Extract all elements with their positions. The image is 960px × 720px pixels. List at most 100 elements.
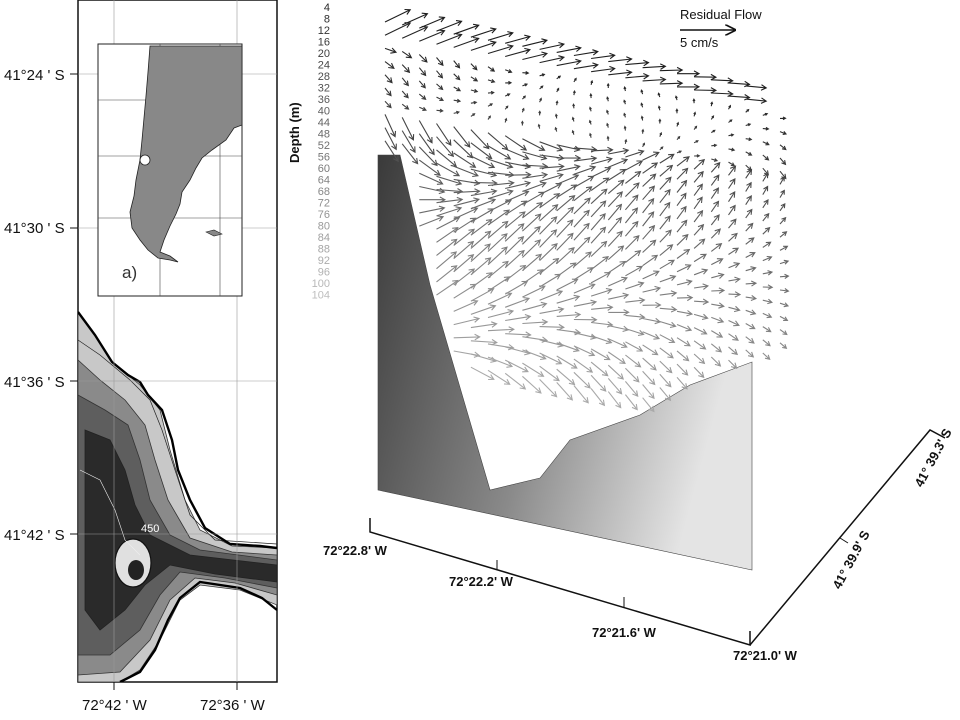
flow-vector <box>470 288 495 302</box>
depth-tick-label: 60 <box>318 163 330 175</box>
flow-vector <box>539 85 544 90</box>
flow-vector <box>762 112 769 116</box>
contour-line <box>78 339 277 545</box>
flow-vector <box>676 279 693 286</box>
flow-vector <box>436 123 452 147</box>
flow-vector <box>436 175 463 186</box>
flow-vector <box>762 241 772 248</box>
flow-vector <box>487 31 514 41</box>
flow-vector <box>571 116 575 122</box>
flow-vector <box>745 280 758 287</box>
flow-vector <box>487 189 514 200</box>
flow-vector <box>745 208 753 219</box>
flow-vector <box>745 168 753 179</box>
depth-tick-label: 8 <box>324 14 330 26</box>
flow-vector <box>762 312 773 319</box>
flow-vector <box>745 123 752 127</box>
flow-vector <box>728 191 736 202</box>
depth-tick-labels: 4812162024283236404448525660646872768084… <box>312 2 330 302</box>
flow-vector <box>745 151 753 156</box>
flow-vector <box>607 364 625 380</box>
flow-vector <box>676 264 692 273</box>
flow-vector <box>538 110 542 116</box>
flow-vector <box>573 316 598 323</box>
flow-vector <box>657 105 661 111</box>
flow-vector <box>556 206 575 225</box>
flow-vector <box>573 209 590 228</box>
flow-vector <box>745 294 758 302</box>
flow-vector <box>745 108 750 113</box>
flow-vector <box>711 143 718 148</box>
flow-vector <box>710 356 722 367</box>
flow-vector <box>659 320 677 329</box>
flow-vector <box>419 215 445 227</box>
flow-vector <box>624 194 639 211</box>
flow-vector <box>590 272 612 284</box>
flow-vector <box>710 343 723 353</box>
legend-scale: 5 cm/s <box>680 35 719 50</box>
flow-vector <box>606 82 610 89</box>
flow-vector <box>521 107 525 113</box>
flow-vector <box>401 77 410 87</box>
flow-vector <box>418 120 433 144</box>
flow-vector <box>573 299 598 307</box>
flow-vector <box>539 290 564 301</box>
flow-vector <box>607 230 623 247</box>
depth-tick-label: 100 <box>312 278 330 290</box>
flow-vector <box>556 311 582 319</box>
flow-vector <box>659 373 672 388</box>
flow-vector <box>659 229 672 243</box>
flow-vector <box>779 116 787 121</box>
flow-vector <box>659 274 677 283</box>
coastline <box>78 311 277 550</box>
flow-vector <box>401 50 413 59</box>
flow-vector <box>728 247 740 255</box>
flow-vector <box>573 385 589 404</box>
flow-vector <box>470 257 492 276</box>
channel-section <box>377 154 753 571</box>
flow-vector <box>453 240 475 260</box>
flow-vector <box>779 329 788 336</box>
inset-label: a) <box>122 263 137 282</box>
depth-tick-label: 56 <box>318 152 330 164</box>
flow-vector <box>522 239 542 258</box>
flow-vector <box>659 360 673 374</box>
residual-flow-vectors <box>384 8 790 413</box>
flow-vector <box>453 350 481 358</box>
flow-vector <box>762 255 773 262</box>
flow-vector <box>710 242 723 252</box>
flow-vector <box>453 139 474 159</box>
flow-vector <box>779 288 790 294</box>
flow-vector <box>436 136 455 158</box>
depth-tick-label: 28 <box>318 71 330 83</box>
flow-vector <box>745 252 756 258</box>
flow-vector <box>505 80 513 85</box>
flow-vector <box>539 41 566 50</box>
flow-vector <box>487 309 515 319</box>
flow-vector <box>623 112 627 118</box>
flow-vector <box>384 74 393 84</box>
flow-vector <box>505 34 532 44</box>
flow-vector <box>556 328 582 336</box>
flow-vector <box>522 171 549 179</box>
depth-tick-label: 24 <box>318 60 330 72</box>
flow-vector <box>590 200 607 218</box>
depth-tick-label: 40 <box>318 106 330 118</box>
flow-vector <box>589 92 593 99</box>
flow-vector <box>504 69 513 74</box>
legend-title: Residual Flow <box>680 7 762 22</box>
flow-vector <box>728 262 741 269</box>
flow-vector <box>522 71 530 75</box>
latitude-axis <box>749 429 946 646</box>
flow-vector <box>659 146 664 151</box>
flow-vector <box>470 304 497 315</box>
flow-vector <box>779 157 787 166</box>
flow-vector <box>401 117 415 141</box>
flow-vector <box>710 228 722 239</box>
flow-vector <box>693 366 705 379</box>
flow-vector <box>625 367 640 383</box>
flow-vector <box>590 226 607 244</box>
flow-vector <box>591 52 616 60</box>
flow-vector <box>607 378 623 395</box>
flow-vector <box>419 29 446 42</box>
